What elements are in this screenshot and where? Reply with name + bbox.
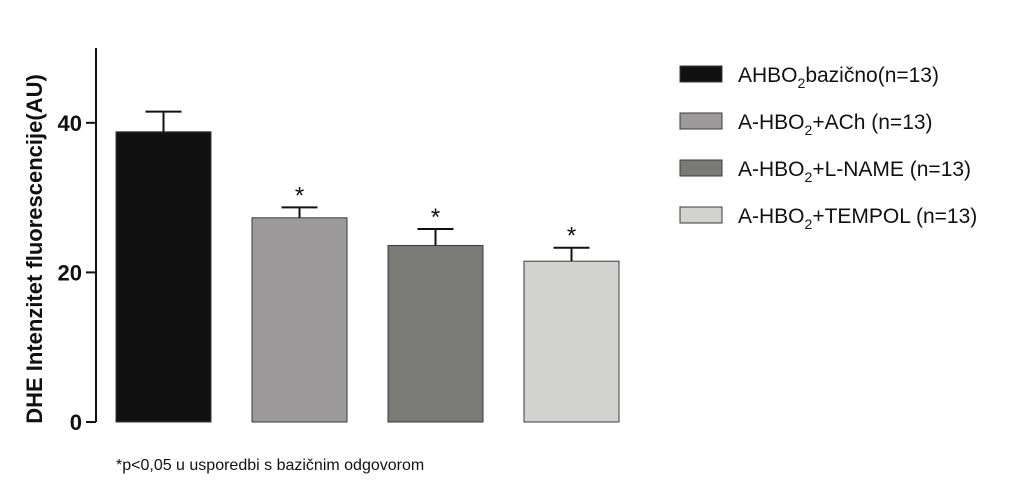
legend-swatch [679, 65, 723, 83]
bar [387, 244, 484, 423]
legend-label-rest: +TEMPOL (n=13) [812, 205, 977, 228]
legend-label-subscript: 2 [805, 122, 813, 138]
y-tick-label: 40 [58, 111, 82, 136]
legend-label-subscript: 2 [805, 216, 813, 232]
legend-label-rest: +L-NAME (n=13) [812, 158, 971, 181]
bars-layer [115, 131, 620, 423]
significance-mark: * [431, 204, 440, 231]
legend-label: A-HBO2+L-NAME (n=13) [738, 158, 971, 185]
significance-mark: * [567, 223, 576, 250]
y-ticks-layer: 0 20 40 [58, 111, 96, 435]
footnote: *p<0,05 u usporedbi s bazičnim odgovorom [116, 457, 424, 474]
y-tick-label: 0 [70, 410, 82, 435]
legend-swatch [679, 112, 723, 130]
bar [251, 217, 348, 423]
legend-label: A-HBO2+ACh (n=13) [738, 111, 933, 138]
legend-label-main: A-HBO [738, 158, 805, 181]
legend-label-rest: +ACh (n=13) [812, 111, 932, 134]
legend-label-subscript: 2 [798, 75, 806, 91]
y-tick-label: 20 [58, 260, 82, 285]
legend-label-rest: bazično(n=13) [805, 64, 939, 87]
legend-swatch [679, 206, 723, 224]
legend-label-main: A-HBO [738, 111, 805, 134]
error-bars-layer [145, 110, 590, 262]
legend-label-subscript: 2 [805, 169, 813, 185]
legend-label-main: AHBO [738, 64, 798, 87]
legend-label-main: A-HBO [738, 205, 805, 228]
legend: AHBO2bazično(n=13)A-HBO2+ACh (n=13)A-HBO… [679, 64, 977, 232]
legend-swatch [679, 159, 723, 177]
significance-mark: * [295, 182, 304, 209]
significance-marks-layer: * * * [295, 182, 576, 249]
bar [115, 131, 212, 423]
bar [523, 260, 620, 423]
y-axis-title: DHE Intenzitet fluorescencije(AU) [22, 74, 47, 424]
legend-label: A-HBO2+TEMPOL (n=13) [738, 205, 977, 232]
legend-label: AHBO2bazično(n=13) [738, 64, 939, 91]
